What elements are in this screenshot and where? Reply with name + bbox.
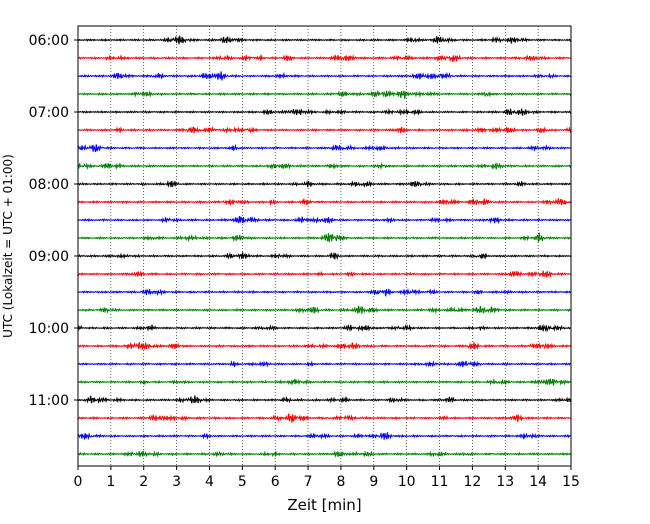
x-tick-label-14: 14	[529, 474, 547, 490]
trace-6	[77, 143, 572, 153]
trace-1	[77, 54, 572, 63]
x-tick-label-11: 11	[431, 474, 449, 490]
trace-11	[77, 232, 572, 243]
x-axis-label: Zeit [min]	[287, 496, 361, 514]
trace-14	[77, 288, 572, 297]
x-tick-label-3: 3	[172, 474, 181, 490]
trace-9	[77, 198, 572, 207]
grid-lines	[110, 26, 539, 466]
trace-23	[77, 450, 572, 458]
y-axis-label: UTC (Lokalzeit = UTC + 01:00)	[1, 154, 15, 338]
trace-18	[77, 360, 572, 368]
x-tick-label-1: 1	[106, 474, 115, 490]
trace-12	[77, 251, 572, 261]
seismic-traces	[77, 35, 572, 458]
plot-frame	[77, 25, 572, 467]
x-tick-label-6: 6	[271, 474, 280, 490]
y-tick-label-3: 09:00	[29, 249, 69, 265]
trace-7	[77, 161, 572, 171]
x-tick-label-4: 4	[205, 474, 214, 490]
trace-4	[77, 107, 572, 116]
y-axis-ticks: 06:00 07:00 08:00 09:00 10:00 11:00	[29, 33, 78, 409]
x-tick-label-2: 2	[139, 474, 148, 490]
plot-area	[78, 26, 571, 466]
trace-5	[77, 125, 572, 135]
y-tick-label-0: 06:00	[29, 33, 69, 49]
x-tick-label-13: 13	[496, 474, 514, 490]
trace-3	[77, 89, 572, 99]
x-tick-label-5: 5	[238, 474, 247, 490]
x-tick-label-8: 8	[336, 474, 345, 490]
trace-16	[77, 323, 572, 333]
y-tick-label-1: 07:00	[29, 105, 69, 121]
y-tick-label-2: 08:00	[29, 177, 69, 193]
x-tick-label-7: 7	[304, 474, 313, 490]
trace-17	[77, 341, 572, 351]
x-tick-label-10: 10	[398, 474, 416, 490]
y-tick-label-5: 11:00	[29, 393, 69, 409]
trace-20	[77, 395, 572, 405]
x-tick-label-0: 0	[74, 474, 83, 490]
trace-13	[77, 270, 572, 279]
trace-10	[77, 215, 572, 225]
trace-15	[77, 305, 572, 315]
trace-2	[77, 71, 572, 81]
x-tick-label-12: 12	[463, 474, 481, 490]
trace-8	[77, 179, 572, 188]
trace-21	[77, 413, 572, 423]
trace-19	[77, 377, 572, 386]
x-tick-label-9: 9	[369, 474, 378, 490]
trace-22	[77, 431, 572, 441]
x-axis-ticks: 0 1 2 3 4 5 6 7 8 9 10 11 12 13 14 15	[74, 466, 580, 490]
y-tick-label-4: 10:00	[29, 321, 69, 337]
x-tick-label-15: 15	[562, 474, 580, 490]
trace-0	[77, 35, 572, 45]
